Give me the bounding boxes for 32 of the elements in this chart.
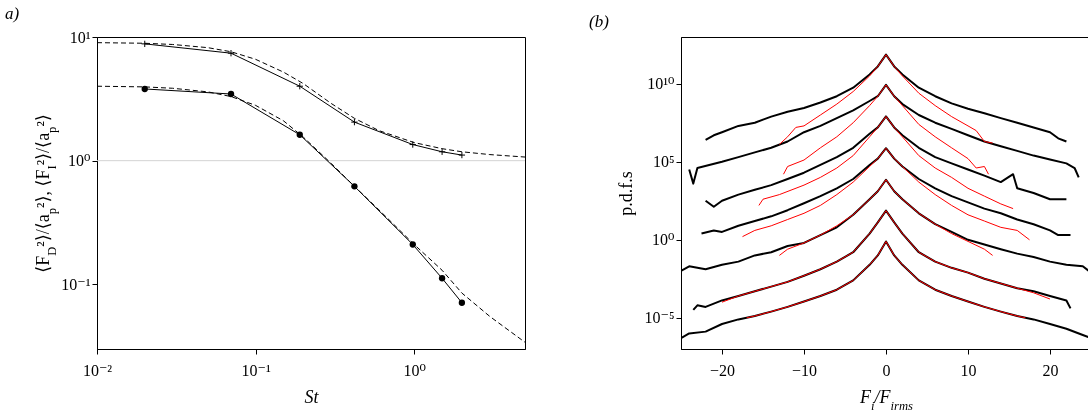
- chart-title: (b): [589, 12, 610, 31]
- line-series: [742, 147, 1030, 241]
- x-axis-title: St: [304, 386, 320, 407]
- y-tick-label: 10⁻⁵: [644, 309, 675, 327]
- line-series: [704, 115, 1068, 208]
- x-tick-label: −20: [709, 361, 736, 379]
- y-tick-label: 10¹⁰: [647, 75, 675, 93]
- x-tick-label: 10⁻¹: [241, 361, 271, 379]
- y-tick-label: 10¹: [69, 28, 91, 46]
- line-series: [746, 240, 1026, 319]
- line-series: [700, 147, 1072, 237]
- line-series: [704, 53, 1068, 143]
- line-series: [688, 83, 1080, 185]
- y-tick-label: 10⁰: [652, 231, 675, 249]
- x-tick-label: 10⁰: [403, 361, 426, 379]
- line-series: [783, 84, 989, 175]
- y-tick-label: 10⁻¹: [61, 275, 91, 293]
- x-tick-label: 20: [1042, 361, 1059, 379]
- line-series: [758, 115, 1014, 210]
- y-axis-title: p.d.f.s: [616, 171, 637, 216]
- y-tick-label: 10⁰: [68, 152, 91, 170]
- line-series: [778, 179, 994, 256]
- line-series: [778, 54, 994, 145]
- y-tick-label: 10⁵: [652, 153, 675, 171]
- chart-title: a): [5, 4, 20, 23]
- x-axis-title: F$_{i}$/F$_{irms}$: [859, 386, 914, 413]
- x-tick-label: 0: [882, 361, 891, 379]
- x-tick-label: −10: [791, 361, 818, 379]
- line-series: [721, 210, 1051, 303]
- x-tick-label: 10⁻²: [82, 361, 113, 379]
- x-tick-label: 10: [960, 361, 977, 379]
- line-series: [692, 209, 1072, 311]
